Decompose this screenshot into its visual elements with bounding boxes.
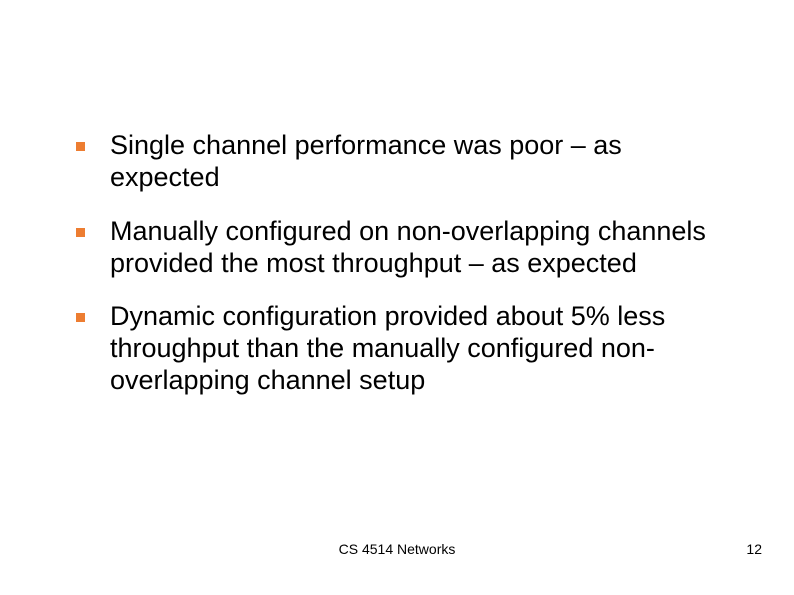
square-bullet-icon: [76, 142, 85, 151]
bullet-item: Dynamic configuration provided about 5% …: [70, 301, 724, 397]
page-number: 12: [746, 541, 762, 557]
bullet-item: Manually configured on non-overlapping c…: [70, 216, 724, 280]
square-bullet-icon: [76, 228, 85, 237]
bullet-list: Single channel performance was poor – as…: [70, 130, 724, 397]
bullet-item: Single channel performance was poor – as…: [70, 130, 724, 194]
bullet-text: Manually configured on non-overlapping c…: [110, 216, 706, 278]
footer-center-text: CS 4514 Networks: [339, 541, 456, 557]
slide: Single channel performance was poor – as…: [0, 0, 794, 595]
bullet-text: Single channel performance was poor – as…: [110, 130, 622, 192]
footer: CS 4514 Networks 12: [0, 541, 794, 561]
square-bullet-icon: [76, 313, 85, 322]
bullet-text: Dynamic configuration provided about 5% …: [110, 301, 665, 395]
